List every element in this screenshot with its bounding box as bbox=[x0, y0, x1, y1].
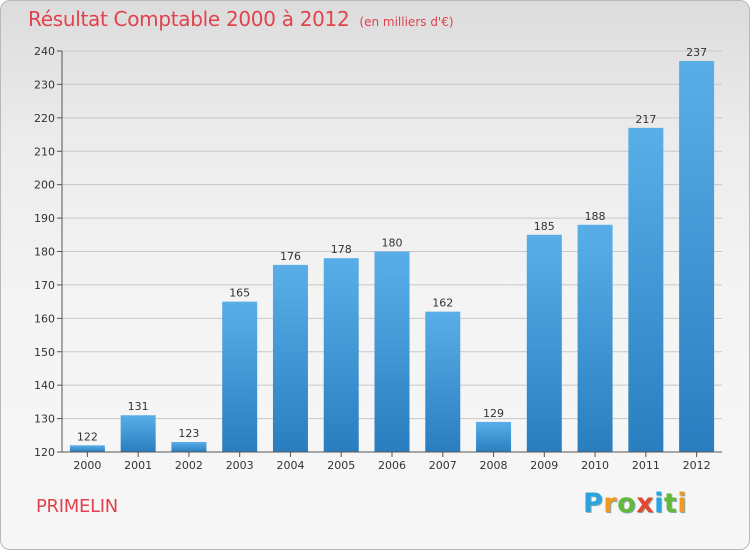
x-tick-label: 2001 bbox=[124, 459, 152, 472]
y-tick-label: 190 bbox=[34, 212, 55, 225]
y-tick-label: 210 bbox=[34, 145, 55, 158]
logo-letter: t bbox=[663, 488, 678, 519]
y-tick-label: 120 bbox=[34, 446, 55, 459]
data-label: 188 bbox=[585, 210, 606, 223]
x-tick-label: 2004 bbox=[276, 459, 304, 472]
bar bbox=[272, 264, 308, 452]
title-text: Résultat Comptable 2000 à 2012 bbox=[28, 7, 350, 31]
x-tick-label: 2003 bbox=[226, 459, 254, 472]
data-label: 123 bbox=[178, 427, 199, 440]
y-tick-label: 220 bbox=[34, 112, 55, 125]
data-label: 185 bbox=[534, 220, 555, 233]
bar bbox=[69, 445, 105, 452]
y-tick-label: 150 bbox=[34, 346, 55, 359]
bar bbox=[628, 127, 664, 452]
y-tick-label: 130 bbox=[34, 413, 55, 426]
bars bbox=[69, 61, 715, 453]
y-tick-label: 180 bbox=[34, 246, 55, 259]
logo-letter: x bbox=[636, 488, 655, 519]
logo-letter: o bbox=[617, 488, 637, 519]
bar bbox=[222, 301, 258, 452]
y-tick-label: 240 bbox=[34, 45, 55, 58]
x-tick-label: 2008 bbox=[480, 459, 508, 472]
data-label: 176 bbox=[280, 250, 301, 263]
bar bbox=[120, 415, 156, 452]
y-tick-label: 140 bbox=[34, 379, 55, 392]
data-label: 217 bbox=[635, 113, 656, 126]
data-label: 165 bbox=[229, 287, 250, 300]
proxiti-logo: Proxiti bbox=[583, 488, 687, 519]
value-labels: 122 131 123 165 176 178 180 162 129 185 188 217 237 bbox=[77, 46, 707, 443]
bar bbox=[526, 234, 562, 452]
data-label: 178 bbox=[331, 243, 352, 256]
data-label: 131 bbox=[128, 400, 149, 413]
data-label: 122 bbox=[77, 430, 98, 443]
bar bbox=[425, 311, 461, 452]
x-tick-label: 2000 bbox=[73, 459, 101, 472]
logo-letter: P bbox=[583, 488, 604, 519]
x-tick-label: 2006 bbox=[378, 459, 406, 472]
bar bbox=[577, 224, 613, 452]
bar bbox=[679, 61, 715, 453]
y-tick-label: 200 bbox=[34, 179, 55, 192]
commune-name: PRIMELIN bbox=[36, 496, 118, 517]
data-label: 129 bbox=[483, 407, 504, 420]
x-tick-label: 2011 bbox=[632, 459, 660, 472]
bar bbox=[171, 441, 207, 452]
bar bbox=[374, 251, 410, 452]
chart-subtitle: (en milliers d'€) bbox=[359, 15, 454, 29]
x-axis-labels: 2000 2001 2002 2003 2004 2005 2006 2007 2008 2009… bbox=[73, 452, 711, 472]
y-tick-label: 230 bbox=[34, 78, 55, 91]
logo-letter: r bbox=[603, 488, 618, 519]
y-tick-label: 160 bbox=[34, 312, 55, 325]
bar bbox=[476, 421, 512, 452]
logo-letter: i bbox=[654, 488, 664, 519]
x-tick-label: 2002 bbox=[175, 459, 203, 472]
data-label: 162 bbox=[432, 297, 453, 310]
data-label: 180 bbox=[382, 237, 403, 250]
x-tick-label: 2009 bbox=[530, 459, 558, 472]
bar bbox=[323, 258, 359, 452]
logo-letter: i bbox=[677, 488, 688, 519]
x-tick-label: 2005 bbox=[327, 459, 355, 472]
x-tick-label: 2007 bbox=[429, 459, 457, 472]
y-tick-label: 170 bbox=[34, 279, 55, 292]
chart-title: Résultat Comptable 2000 à 2012 (en millie… bbox=[28, 7, 454, 31]
y-axis-labels: 120 130 140 150 160 170 180 190 200 210 220 230 240 bbox=[34, 45, 55, 459]
data-label: 237 bbox=[686, 46, 707, 59]
x-tick-label: 2010 bbox=[581, 459, 609, 472]
x-tick-label: 2012 bbox=[683, 459, 711, 472]
